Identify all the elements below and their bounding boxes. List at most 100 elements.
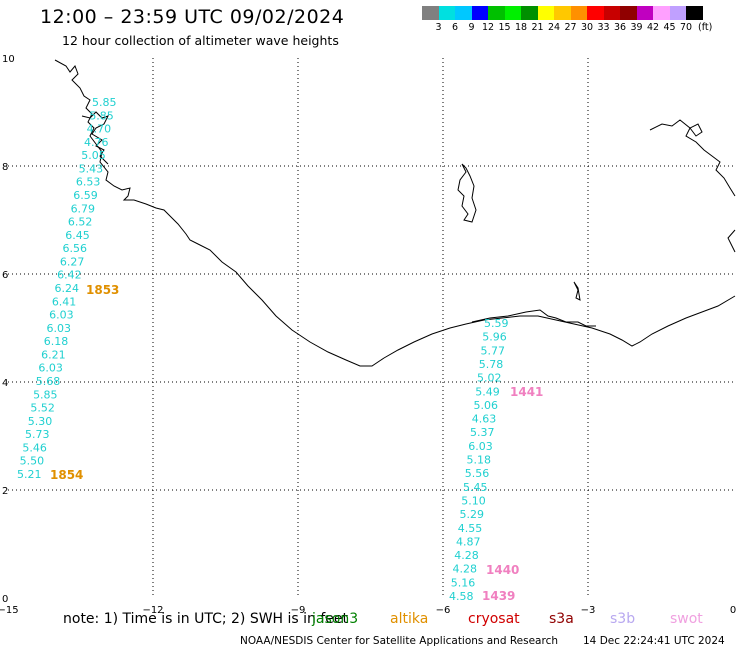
pass-time-label: 1853 bbox=[86, 283, 119, 297]
color-scale-tick: 12 bbox=[481, 22, 495, 33]
wave-height-value: 6.79 bbox=[71, 202, 96, 215]
color-scale-tick: 27 bbox=[564, 22, 577, 33]
legend-jason3: jason3 bbox=[312, 611, 359, 627]
wave-height-value: 6.27 bbox=[60, 255, 85, 268]
pass-time-label: 1441 bbox=[510, 385, 543, 399]
y-tick-label: 8 bbox=[2, 162, 8, 173]
color-swatch bbox=[669, 6, 686, 20]
color-scale-tick: 70 bbox=[679, 22, 693, 33]
color-scale-unit: (ft) bbox=[698, 22, 713, 33]
y-tick-label: 4 bbox=[2, 378, 8, 389]
altimeter-track-1: 5.855.854.704.765.055.436.536.596.796.52… bbox=[17, 96, 119, 482]
wave-height-value: 6.59 bbox=[73, 189, 98, 202]
color-scale-tick: 39 bbox=[630, 22, 643, 33]
landmass-upper-right bbox=[649, 119, 736, 253]
wave-height-value: 6.42 bbox=[57, 269, 82, 282]
color-scale-tick: 33 bbox=[597, 22, 610, 33]
x-tick-label: −12 bbox=[142, 605, 163, 616]
wave-height-value: 5.78 bbox=[479, 358, 504, 371]
color-swatch bbox=[521, 6, 538, 20]
wave-height-value: 6.53 bbox=[76, 176, 101, 189]
wave-height-value: 4.76 bbox=[84, 136, 109, 149]
wave-height-value: 5.45 bbox=[463, 481, 488, 494]
color-swatch bbox=[455, 6, 472, 20]
wave-height-value: 6.18 bbox=[44, 335, 69, 348]
wave-height-value: 5.96 bbox=[482, 331, 507, 344]
wave-height-value: 4.87 bbox=[456, 535, 481, 548]
pass-time-label: 1854 bbox=[50, 468, 83, 482]
pass-time-label: 1439 bbox=[482, 589, 515, 603]
color-swatch bbox=[488, 6, 505, 20]
color-scale-tick: 30 bbox=[580, 22, 594, 33]
coastline-upper-left bbox=[81, 111, 109, 165]
color-scale-tick: 42 bbox=[646, 22, 660, 33]
color-scale-tick: 36 bbox=[613, 22, 627, 33]
wave-height-value: 5.29 bbox=[460, 508, 485, 521]
wave-height-value: 5.85 bbox=[89, 109, 114, 122]
wave-height-value: 4.58 bbox=[449, 590, 474, 603]
page-subtitle: 12 hour collection of altimeter wave hei… bbox=[62, 33, 339, 48]
credit-line: NOAA/NESDIS Center for Satellite Applica… bbox=[240, 635, 558, 647]
wave-height-value: 6.21 bbox=[41, 348, 66, 361]
color-swatch bbox=[620, 6, 637, 20]
color-swatch bbox=[504, 6, 521, 20]
wave-height-value: 5.68 bbox=[36, 375, 61, 388]
island-small-north bbox=[573, 281, 581, 301]
wave-height-value: 6.03 bbox=[46, 322, 71, 335]
island-right-small bbox=[689, 123, 703, 137]
color-swatch bbox=[570, 6, 587, 20]
color-scale-tick: 45 bbox=[663, 22, 676, 33]
color-scale-tick: 9 bbox=[468, 22, 475, 33]
wave-height-value: 5.18 bbox=[467, 454, 492, 467]
x-tick-label: −15 bbox=[0, 605, 19, 616]
wave-height-value: 6.45 bbox=[65, 229, 90, 242]
legend-cryosat: cryosat bbox=[468, 611, 520, 627]
wave-height-value: 4.28 bbox=[454, 549, 479, 562]
wave-height-value: 6.52 bbox=[68, 216, 93, 229]
wave-height-value: 6.03 bbox=[38, 362, 63, 375]
color-swatch bbox=[603, 6, 620, 20]
page-title: 12:00 – 23:59 UTC 09/02/2024 bbox=[40, 6, 345, 28]
wave-height-value: 4.28 bbox=[453, 563, 478, 576]
color-swatch bbox=[471, 6, 488, 20]
wave-height-value: 5.05 bbox=[81, 149, 106, 162]
wave-height-value: 6.03 bbox=[49, 309, 73, 322]
color-swatch bbox=[587, 6, 604, 20]
wave-height-value: 6.41 bbox=[52, 295, 76, 308]
y-tick-label: 0 bbox=[2, 594, 8, 605]
x-tick-label: −9 bbox=[291, 605, 306, 616]
x-tick-label: −3 bbox=[581, 605, 596, 616]
wave-height-value: 5.10 bbox=[461, 494, 486, 507]
color-scale-tick: 6 bbox=[451, 22, 459, 33]
wave-height-value: 5.43 bbox=[79, 162, 104, 175]
wave-height-value: 5.49 bbox=[475, 385, 500, 398]
map-grid: −15 −12 −9 −6 −3 0 0 2 4 6 8 10 bbox=[0, 54, 736, 616]
color-swatch bbox=[438, 6, 455, 20]
wave-height-value: 5.02 bbox=[477, 372, 502, 385]
wave-height-value: 5.73 bbox=[25, 428, 49, 441]
color-scale-tick: 21 bbox=[531, 22, 544, 33]
wave-height-value: 5.56 bbox=[465, 467, 490, 480]
wave-height-value: 5.85 bbox=[33, 388, 58, 401]
color-scale-tick: 15 bbox=[498, 22, 511, 33]
legend-altika: altika bbox=[390, 611, 429, 627]
wave-height-value: 6.24 bbox=[55, 282, 80, 295]
wave-height-value: 4.55 bbox=[458, 522, 483, 535]
wave-height-value: 6.56 bbox=[63, 242, 88, 255]
y-tick-label: 2 bbox=[2, 486, 8, 497]
legend-s3a: s3a bbox=[549, 611, 574, 627]
wave-height-value: 5.77 bbox=[481, 344, 506, 357]
color-scale-tick: 24 bbox=[547, 22, 561, 33]
wave-height-value: 5.59 bbox=[484, 317, 509, 330]
x-tick-label: −6 bbox=[436, 605, 451, 616]
wave-height-value: 5.85 bbox=[92, 96, 117, 109]
color-swatch bbox=[537, 6, 554, 20]
color-swatch bbox=[686, 6, 703, 20]
wave-height-value: 5.46 bbox=[22, 441, 47, 454]
wave-height-value: 5.06 bbox=[474, 399, 499, 412]
wave-height-value: 5.50 bbox=[20, 455, 45, 468]
coastline-main bbox=[54, 59, 736, 367]
color-swatch bbox=[636, 6, 653, 20]
x-tick-label: 0 bbox=[730, 605, 736, 616]
